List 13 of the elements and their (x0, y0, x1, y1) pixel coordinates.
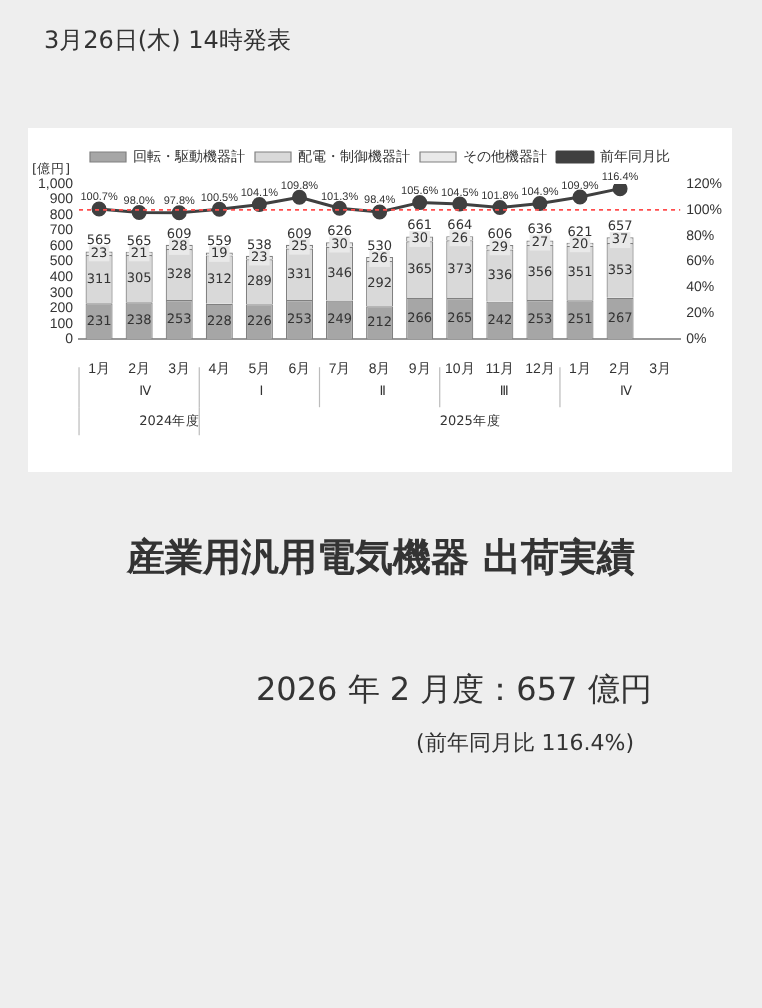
point (452, 196, 468, 212)
point (412, 195, 428, 211)
text: (前年同月比 116.4%) (416, 728, 635, 758)
point (171, 205, 187, 221)
point (131, 204, 147, 220)
point (251, 197, 267, 213)
text: 産業用汎用電気機器 出荷実績 (124, 534, 637, 584)
point (572, 189, 588, 205)
point (291, 189, 307, 205)
text: 3月26日(木) 14時発表 (44, 24, 291, 58)
point (612, 184, 628, 197)
point (532, 196, 548, 212)
text: 2026 年 2 月度：657 億円 (256, 670, 652, 712)
